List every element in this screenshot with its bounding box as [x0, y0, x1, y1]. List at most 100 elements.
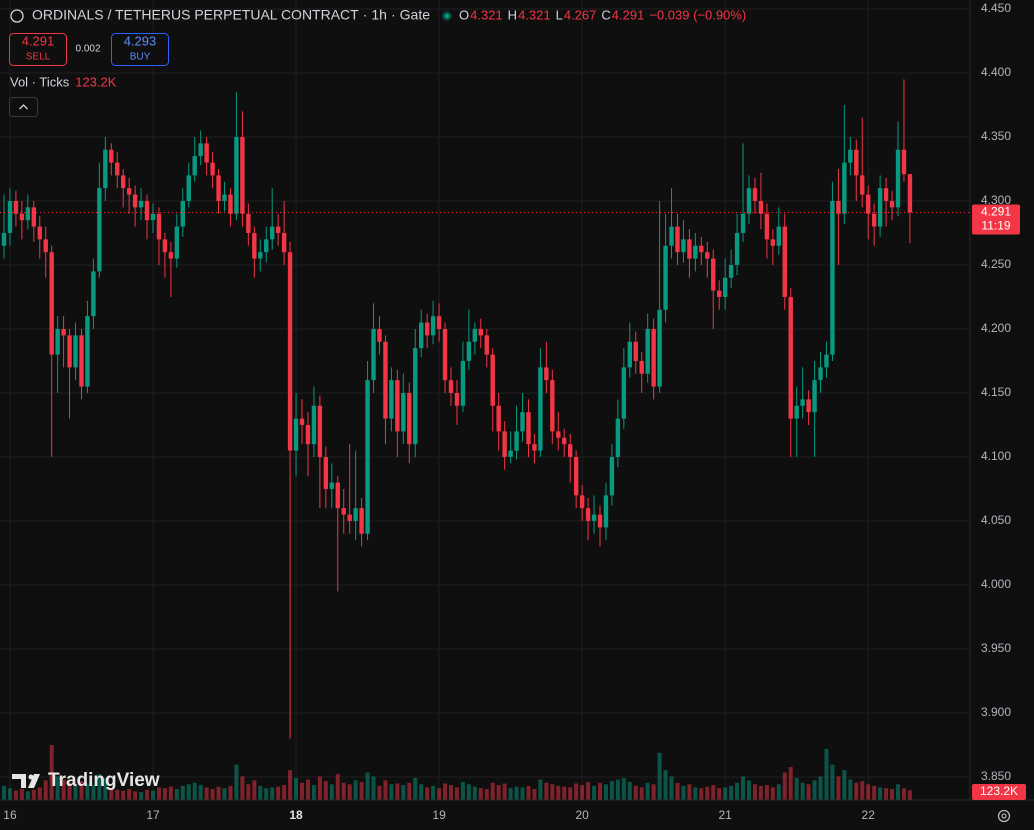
volume-last: 123.2K: [75, 74, 117, 89]
volume-bar: [127, 789, 132, 800]
candle-body: [13, 200, 19, 214]
volume-bar: [222, 788, 227, 800]
buy-price[interactable]: 4.293: [124, 33, 157, 48]
order-panel: 4.291 SELL 0.002 4.293 BUY: [9, 33, 169, 66]
watermark-logo-dot: [28, 774, 34, 780]
header: ORDINALS / TETHERUS PERPETUAL CONTRACT · 1…: [10, 7, 746, 23]
candle-body: [705, 252, 710, 259]
volume-bar: [228, 785, 233, 800]
volume-bar: [234, 764, 239, 800]
candle-body: [454, 392, 460, 406]
candle-body: [317, 405, 323, 457]
candle-body: [860, 175, 865, 195]
ohlc-label: H: [508, 7, 517, 22]
volume-bar: [639, 787, 644, 800]
candle-body: [442, 328, 448, 381]
candle-body: [270, 226, 275, 240]
volume-bar: [323, 781, 328, 800]
volume-bar: [25, 791, 30, 800]
volume-bar: [401, 785, 406, 800]
volume-bar: [454, 787, 459, 800]
buy-button[interactable]: [111, 33, 169, 66]
volume-bar: [466, 784, 471, 800]
candle-body: [740, 213, 746, 233]
sell-label[interactable]: SELL: [26, 52, 51, 63]
candle-body: [711, 258, 716, 291]
candle-body: [401, 392, 406, 432]
candle-body: [79, 335, 84, 387]
volume-bar: [627, 781, 632, 800]
volume-bar: [91, 785, 96, 800]
candle-body: [430, 316, 436, 336]
candle-body: [97, 188, 102, 272]
volume-bar: [520, 787, 525, 800]
change: −0.039 (−0.90%): [649, 7, 746, 22]
candle-body: [216, 175, 221, 201]
volume-bar: [19, 789, 24, 800]
settings-gear[interactable]: [997, 809, 1011, 823]
candle-body: [192, 156, 197, 176]
y-tick-label: 4.200: [981, 321, 1011, 335]
volume-bar: [49, 745, 54, 800]
separator: ·: [391, 7, 396, 23]
volume-bar: [258, 785, 263, 800]
candle-body: [43, 239, 48, 253]
ohlc-value: 4.321: [470, 7, 503, 22]
volume-bar: [586, 781, 591, 800]
volume-bar: [681, 785, 686, 800]
candle-body: [490, 354, 495, 406]
volume-bar: [735, 782, 740, 800]
candle-body: [824, 354, 829, 368]
candle-body: [472, 328, 478, 342]
candle-body: [85, 316, 90, 387]
settings-icon[interactable]: [997, 809, 1011, 823]
candle-body: [67, 335, 72, 368]
candle-body: [693, 245, 698, 259]
volume-bar: [669, 776, 674, 800]
candle-body: [573, 456, 579, 496]
candle-body: [556, 431, 561, 438]
volume-bar: [752, 784, 757, 800]
countdown: 11:19: [981, 219, 1010, 233]
volume-bar: [723, 787, 728, 800]
volume-bar: [431, 785, 436, 800]
candle-body: [758, 200, 764, 214]
buy-label[interactable]: BUY: [130, 52, 151, 63]
volume-bar: [484, 789, 489, 800]
volume-bar: [788, 767, 793, 800]
volume-bar: [377, 785, 382, 800]
candle-body: [609, 456, 615, 496]
candle-body: [252, 232, 257, 259]
x-tick-label: 21: [718, 808, 732, 822]
candle-body: [311, 405, 317, 445]
candle-body: [73, 335, 78, 368]
collapse-button[interactable]: [9, 97, 38, 117]
volume-bar: [621, 778, 626, 800]
candle-body: [663, 245, 668, 310]
volume-bar: [896, 784, 900, 800]
sell-price[interactable]: 4.291: [22, 33, 55, 48]
volume-bar: [538, 779, 543, 800]
volume-bar: [252, 780, 257, 800]
volume-bar: [699, 788, 704, 800]
y-tick-label: 4.350: [981, 129, 1011, 143]
candle-body: [722, 277, 728, 297]
candle-body: [502, 431, 507, 457]
candle-body: [848, 149, 853, 163]
candle-body: [419, 322, 424, 349]
volume-bar: [472, 786, 477, 800]
volume-bar: [711, 785, 716, 800]
candle-body: [550, 380, 555, 432]
volume-bar: [800, 782, 805, 800]
volume-bar: [151, 790, 155, 800]
candle-body: [806, 399, 811, 413]
candle-body: [568, 444, 573, 457]
candle-body: [877, 188, 883, 227]
candle-body: [746, 188, 752, 214]
volume-bar: [842, 770, 847, 800]
sell-button[interactable]: [9, 33, 67, 66]
volume-bar: [782, 772, 787, 800]
candle-body: [389, 380, 394, 419]
volume-bar: [860, 781, 865, 800]
volume-bar: [490, 782, 495, 800]
